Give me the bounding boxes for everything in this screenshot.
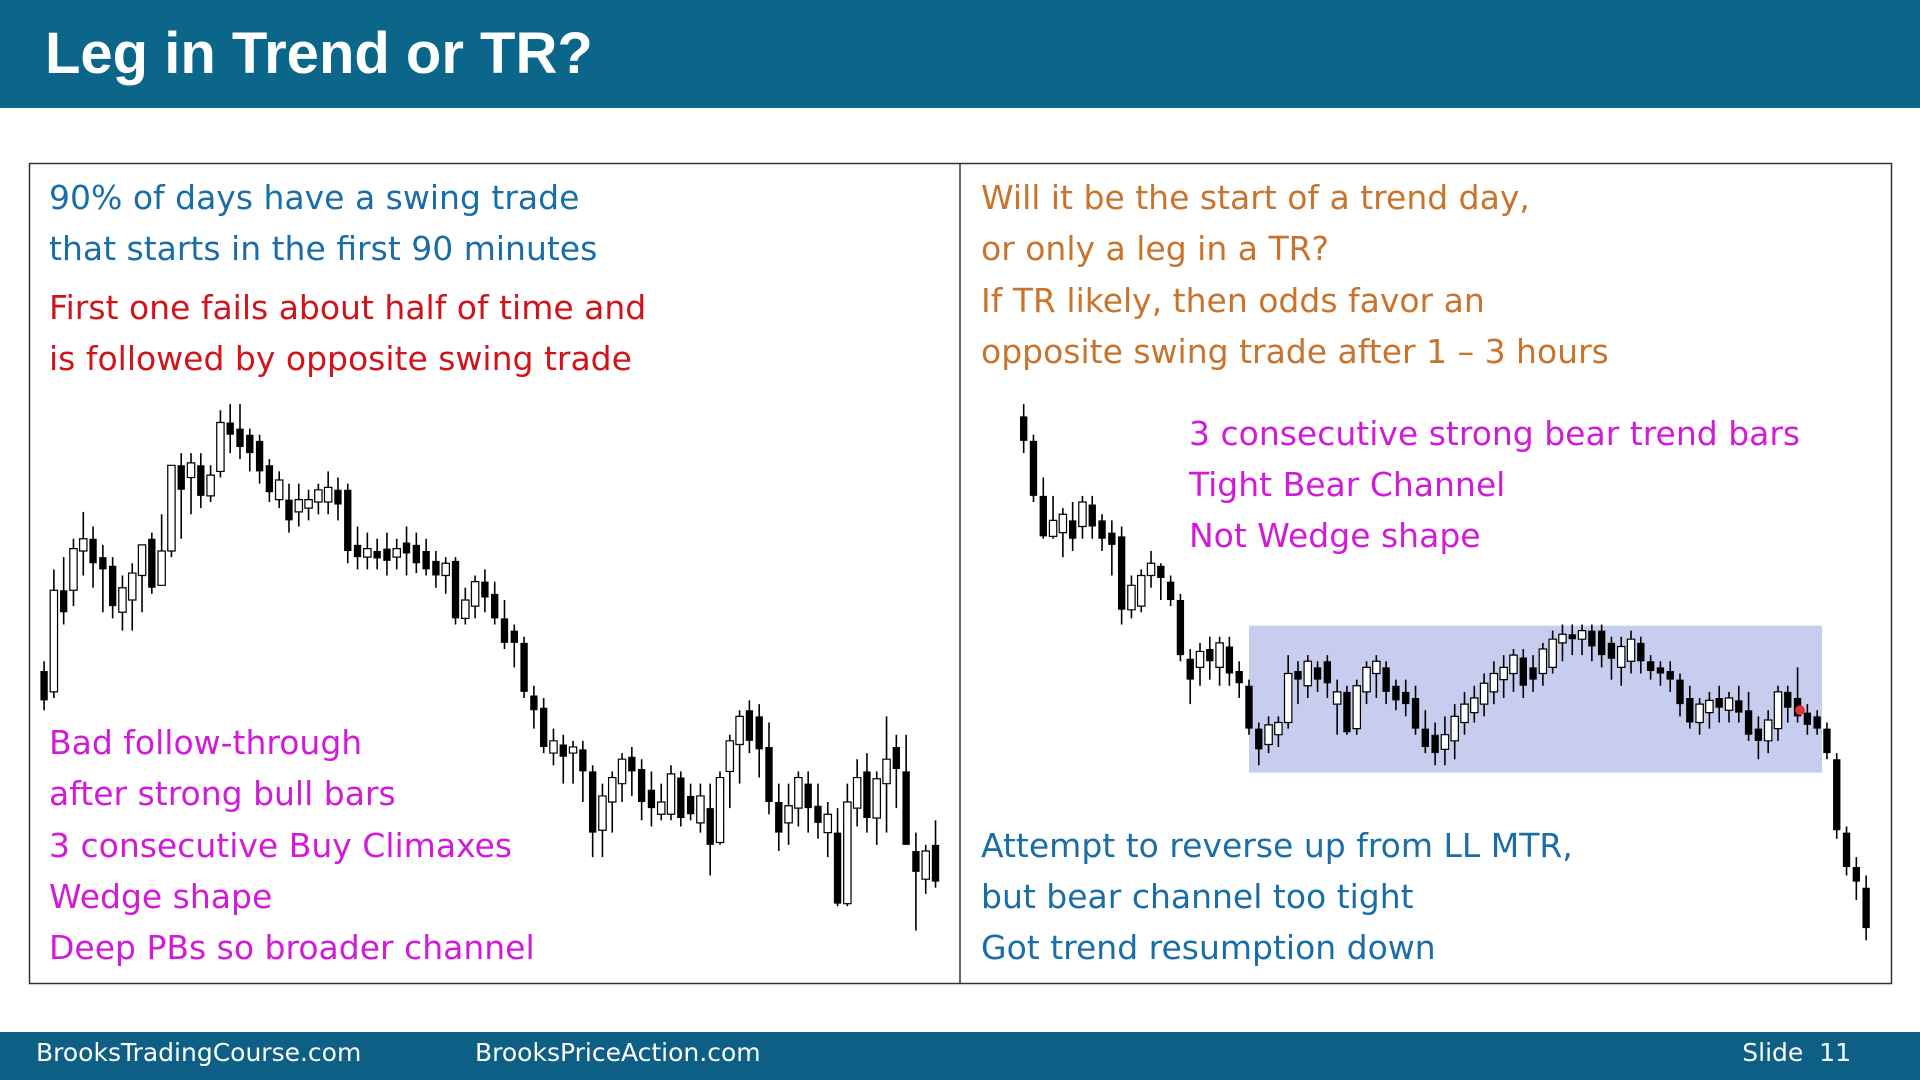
right-bull-bodies: [1048, 501, 1783, 751]
right-bear-bodies: [1020, 416, 1870, 929]
right-orange-line: or only a leg in a TR?: [981, 229, 1330, 268]
left-red-line: First one fails about half of time and: [49, 288, 647, 327]
right-orange-line: opposite swing trade after 1 – 3 hours: [981, 332, 1609, 371]
footer-bar: [0, 1032, 1920, 1080]
right-orange-line: If TR likely, then odds favor an: [981, 281, 1485, 320]
header-bar: [0, 0, 1920, 108]
cursor-dot: [1795, 705, 1805, 716]
right-magenta-line: 3 consecutive strong bear trend bars: [1189, 414, 1801, 453]
left-blue-line: that starts in the first 90 minutes: [49, 229, 598, 268]
left-bull-bodies: [49, 421, 931, 905]
right-blue-line: but bear channel too tight: [981, 877, 1414, 916]
left-red-line: is followed by opposite swing trade: [49, 339, 632, 378]
right-magenta-line: Not Wedge shape: [1189, 516, 1481, 555]
left-magenta-line: Deep PBs so broader channel: [49, 928, 535, 967]
candle-charts: [40, 404, 1870, 941]
left-magenta-line: Bad follow-through: [49, 723, 363, 762]
right-magenta-line: Tight Bear Channel: [1189, 465, 1506, 504]
left-magenta-line: after strong bull bars: [49, 774, 396, 813]
slide-title: Leg in Trend or TR?: [45, 21, 593, 86]
right-blue-line: Got trend resumption down: [981, 928, 1436, 967]
right-orange-line: Will it be the start of a trend day,: [981, 178, 1530, 217]
left-magenta-line: 3 consecutive Buy Climaxes: [49, 826, 513, 865]
left-blue-line: 90% of days have a swing trade: [49, 178, 580, 217]
right-blue-line: Attempt to reverse up from LL MTR,: [981, 826, 1573, 865]
footer-site: BrooksPriceAction.com: [475, 1038, 761, 1067]
left-magenta-line: Wedge shape: [49, 877, 273, 916]
slide-number: Slide 11: [1742, 1038, 1851, 1067]
footer-site: BrooksTradingCourse.com: [36, 1038, 362, 1067]
